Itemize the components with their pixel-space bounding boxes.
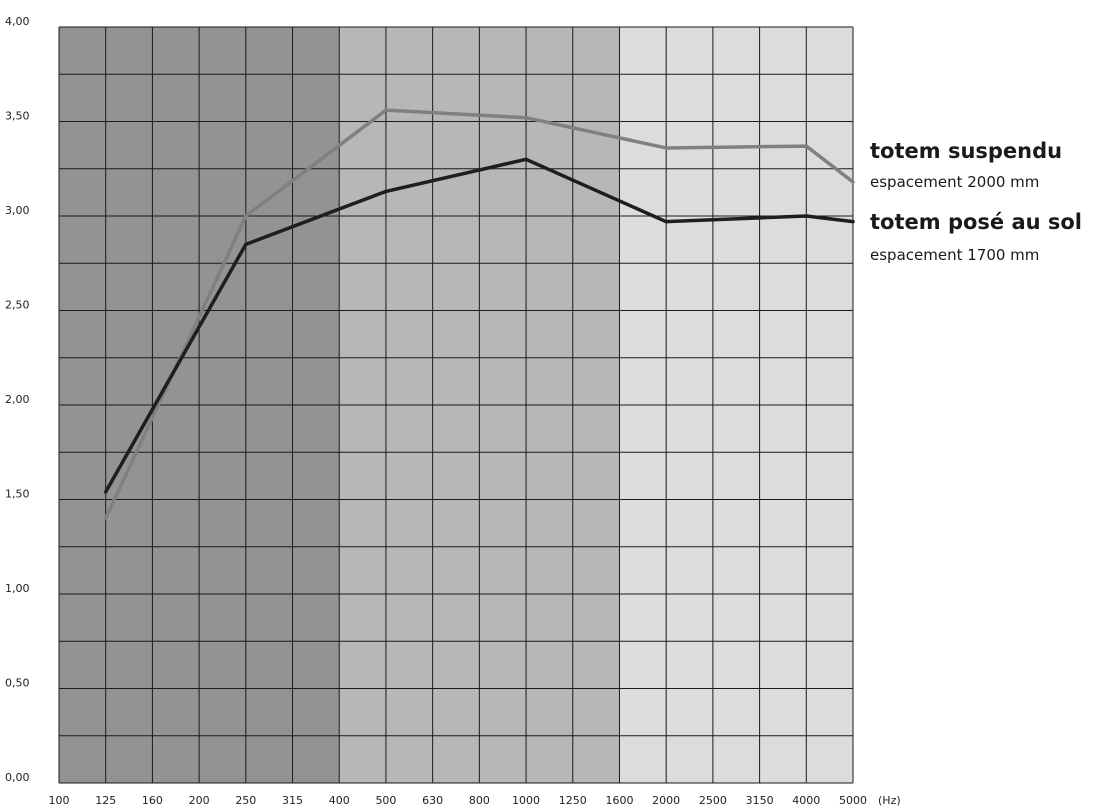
x-tick-label: 100 <box>49 794 70 807</box>
legend-series-1-name: totem suspendu <box>870 139 1062 163</box>
x-axis-tick-labels: 100 125 160 200 250 315 400 500 630 800 1000 1250 16… <box>49 794 868 807</box>
x-tick-label: 1250 <box>559 794 587 807</box>
x-tick-label: 160 <box>142 794 163 807</box>
series-lines <box>103 108 855 521</box>
legend-series-1-subtitle: espacement 2000 mm <box>870 173 1039 191</box>
y-tick-label: 1,50 <box>5 488 30 501</box>
y-tick-label: 4,00 <box>5 15 30 28</box>
grid <box>58 26 854 784</box>
y-tick-label: 0,50 <box>5 677 30 690</box>
x-tick-label: 250 <box>235 794 256 807</box>
x-tick-label: 315 <box>282 794 303 807</box>
x-tick-label: 125 <box>95 794 116 807</box>
x-tick-label: 2500 <box>699 794 727 807</box>
y-tick-label: 2,50 <box>5 299 30 312</box>
x-tick-label: 3150 <box>746 794 774 807</box>
legend-series-2-name: totem posé au sol <box>870 210 1082 234</box>
y-tick-label: 2,00 <box>5 393 30 406</box>
x-tick-label: 2000 <box>652 794 680 807</box>
y-tick-label: 0,00 <box>5 771 30 784</box>
x-tick-label: 630 <box>422 794 443 807</box>
y-axis-tick-labels: 0,00 0,50 1,00 1,50 2,00 2,50 3,00 3,50 4,00 <box>5 15 30 784</box>
x-axis-unit-label: (Hz) <box>878 794 901 807</box>
x-tick-label: 500 <box>375 794 396 807</box>
legend: totem suspendu espacement 2000 mm totem … <box>870 139 1082 264</box>
x-tick-label: 1000 <box>512 794 540 807</box>
x-tick-label: 4000 <box>792 794 820 807</box>
y-tick-label: 3,50 <box>5 110 30 123</box>
y-tick-label: 1,00 <box>5 582 30 595</box>
x-tick-label: 800 <box>469 794 490 807</box>
x-tick-label: 200 <box>189 794 210 807</box>
legend-series-2-subtitle: espacement 1700 mm <box>870 246 1039 264</box>
y-tick-label: 3,00 <box>5 204 30 217</box>
x-tick-label: 1600 <box>605 794 633 807</box>
x-tick-label: 400 <box>329 794 350 807</box>
series-line-2 <box>103 157 855 494</box>
x-tick-label: 5000 <box>839 794 867 807</box>
series-line-1 <box>103 108 855 521</box>
